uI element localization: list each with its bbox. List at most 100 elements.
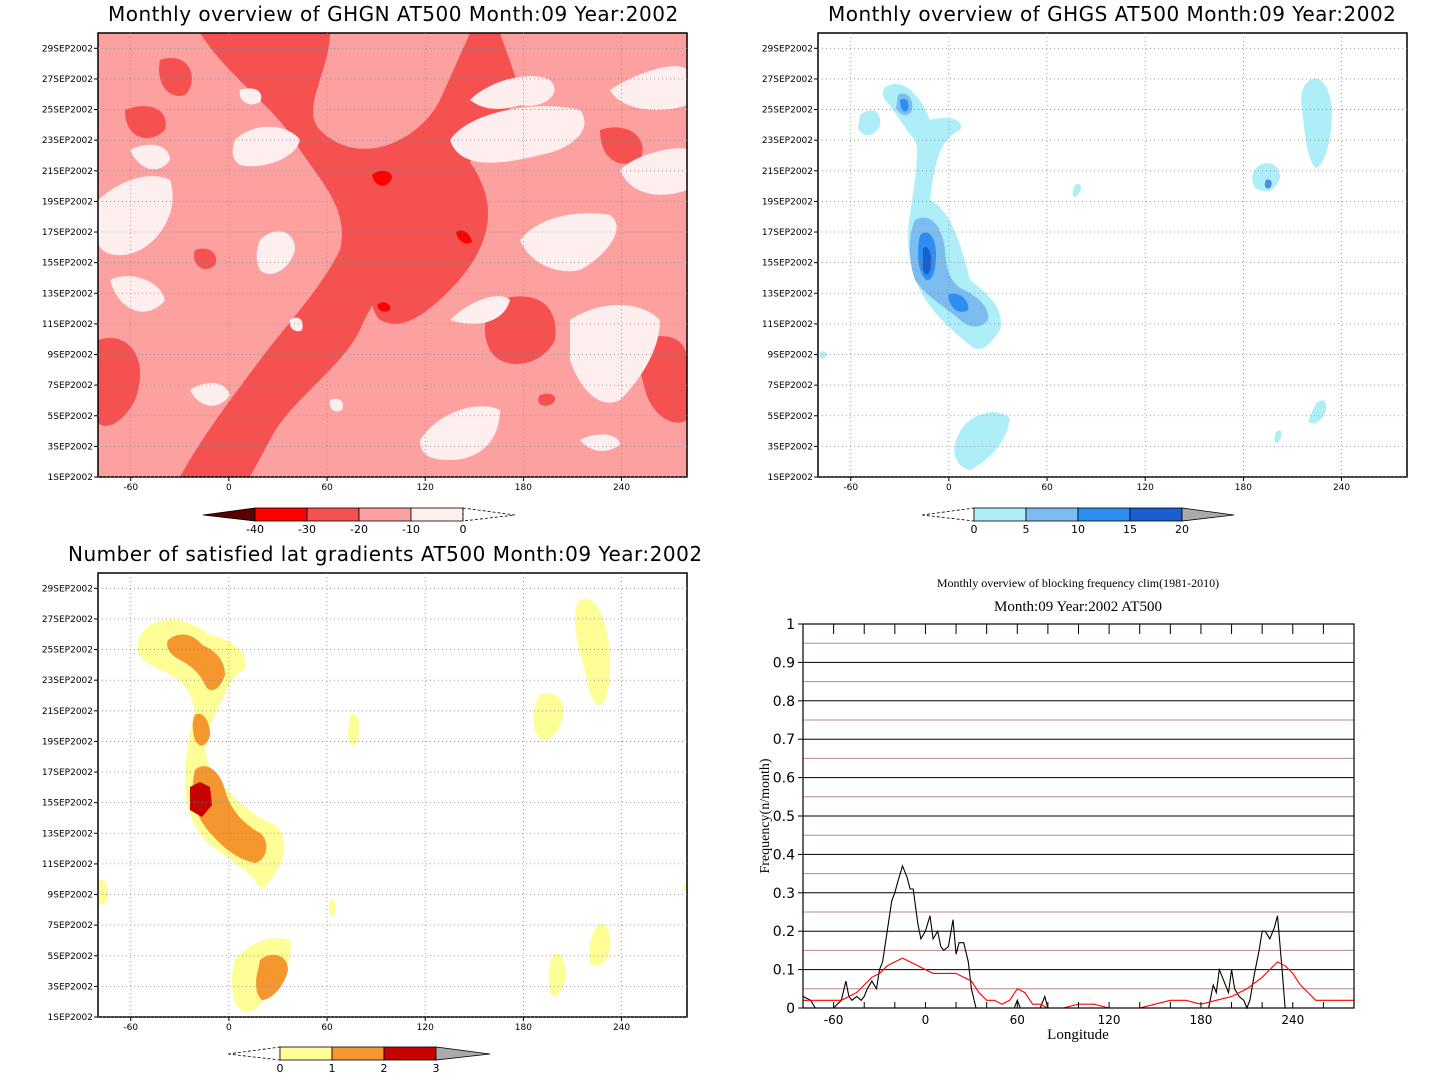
lon-tick-label: 180 bbox=[515, 1023, 532, 1033]
ghgn-map: 29SEP2002 27SEP2002 25SEP2002 23SEP2002 21SE… bbox=[42, 32, 688, 536]
x-tick-label: 0 bbox=[922, 1013, 930, 1027]
date-tick-label: 15SEP2002 bbox=[762, 259, 813, 269]
y-tick-label: 0.9 bbox=[773, 655, 795, 671]
date-tick-label: 1SEP2002 bbox=[768, 473, 813, 483]
x-tick-label: 60 bbox=[1010, 1013, 1025, 1027]
y-tick-label: 0.2 bbox=[773, 924, 795, 940]
date-tick-label: 19SEP2002 bbox=[42, 197, 93, 207]
date-tick-label: 15SEP2002 bbox=[42, 799, 93, 809]
ghgn-cb-tick: -10 bbox=[402, 523, 420, 536]
ghgs-cb-tick: 20 bbox=[1175, 523, 1189, 536]
date-tick-label: 29SEP2002 bbox=[762, 44, 813, 54]
panel-ghgs: Monthly overview of GHGS AT500 Month:09 … bbox=[720, 0, 1440, 545]
ghgs-colorbar: 0 5 10 15 20 bbox=[921, 507, 1235, 536]
date-tick-label: 17SEP2002 bbox=[42, 768, 93, 778]
lon-tick-label: 0 bbox=[946, 483, 952, 493]
date-tick-label: 25SEP2002 bbox=[762, 106, 813, 116]
y-tick-label: 0.1 bbox=[773, 963, 795, 979]
y-tick-label: 0.5 bbox=[773, 809, 795, 825]
date-tick-label: 13SEP2002 bbox=[42, 289, 93, 299]
ghgs-title: Monthly overview of GHGS AT500 Month:09 … bbox=[828, 2, 1397, 26]
panel-ghgn: Monthly overview of GHGN AT500 Month:09 … bbox=[0, 0, 720, 545]
date-tick-label: 7SEP2002 bbox=[48, 921, 93, 931]
date-tick-label: 23SEP2002 bbox=[42, 676, 93, 686]
lon-tick-label: 240 bbox=[613, 1023, 630, 1033]
lon-tick-label: -60 bbox=[843, 483, 858, 493]
lon-tick-label: 0 bbox=[226, 483, 232, 493]
date-tick-label: 27SEP2002 bbox=[42, 615, 93, 625]
chart-subtitle: Month:09 Year:2002 AT500 bbox=[994, 599, 1162, 615]
x-tick-label: 180 bbox=[1189, 1013, 1212, 1027]
date-tick-label: 5SEP2002 bbox=[48, 952, 93, 962]
date-tick-label: 3SEP2002 bbox=[48, 982, 93, 992]
y-tick-label: 0.6 bbox=[773, 771, 795, 787]
ghgs-cb-tick: 15 bbox=[1123, 523, 1137, 536]
date-tick-label: 25SEP2002 bbox=[42, 646, 93, 656]
date-tick-label: 29SEP2002 bbox=[42, 44, 93, 54]
date-tick-label: 3SEP2002 bbox=[768, 442, 813, 452]
date-tick-label: 17SEP2002 bbox=[762, 228, 813, 238]
gradients-cb-tick: 0 bbox=[277, 1062, 284, 1075]
date-tick-label: 23SEP2002 bbox=[762, 136, 813, 146]
ghgn-cb-tick: 0 bbox=[460, 523, 467, 536]
y-tick-label: 1 bbox=[786, 617, 795, 633]
x-tick-label: 240 bbox=[1281, 1013, 1304, 1027]
lon-tick-label: 60 bbox=[1041, 483, 1053, 493]
y-tick-label: 0.7 bbox=[773, 732, 795, 748]
date-tick-label: 1SEP2002 bbox=[48, 1013, 93, 1023]
date-tick-label: 19SEP2002 bbox=[42, 737, 93, 747]
date-tick-label: 27SEP2002 bbox=[762, 75, 813, 85]
date-tick-label: 21SEP2002 bbox=[42, 167, 93, 177]
date-tick-label: 25SEP2002 bbox=[42, 106, 93, 116]
lon-tick-label: 120 bbox=[1137, 483, 1154, 493]
ghgs-cb-tick: 10 bbox=[1071, 523, 1085, 536]
date-tick-label: 7SEP2002 bbox=[768, 381, 813, 391]
date-tick-label: 3SEP2002 bbox=[48, 442, 93, 452]
ghgn-cb-tick: -40 bbox=[246, 523, 264, 536]
panel-blocking-frequency: Monthly overview of blocking frequency c… bbox=[720, 545, 1440, 1091]
gradients-title: Number of satisfied lat gradients AT500 … bbox=[68, 542, 703, 566]
ghgn-title: Monthly overview of GHGN AT500 Month:09 … bbox=[108, 2, 679, 26]
date-tick-label: 19SEP2002 bbox=[762, 197, 813, 207]
lon-tick-label: 60 bbox=[321, 483, 333, 493]
date-tick-label: 21SEP2002 bbox=[762, 167, 813, 177]
date-tick-label: 9SEP2002 bbox=[48, 891, 93, 901]
gradients-map: 29SEP2002 27SEP2002 25SEP2002 23SEP2002 2 1SE… bbox=[42, 572, 688, 1075]
date-tick-label: 27SEP2002 bbox=[42, 75, 93, 85]
date-tick-label: 15SEP2002 bbox=[42, 259, 93, 269]
y-axis-label: Frequency(n/month) bbox=[758, 758, 773, 873]
date-tick-label: 7SEP2002 bbox=[48, 381, 93, 391]
date-tick-label: 17SEP2002 bbox=[42, 228, 93, 238]
lon-tick-label: 60 bbox=[321, 1023, 333, 1033]
x-tick-label: 120 bbox=[1098, 1013, 1121, 1027]
lon-tick-label: 120 bbox=[417, 1023, 434, 1033]
lon-tick-label: 0 bbox=[226, 1023, 232, 1033]
date-tick-label: 11SEP2002 bbox=[762, 320, 813, 330]
y-tick-label: 0.8 bbox=[773, 694, 795, 710]
ghgn-cb-tick: -20 bbox=[350, 523, 368, 536]
y-tick-label: 0 bbox=[786, 1001, 795, 1017]
series-line-0 bbox=[802, 864, 1354, 1010]
gradients-cb-tick: 2 bbox=[381, 1062, 388, 1075]
date-tick-label: 5SEP2002 bbox=[48, 412, 93, 422]
lon-tick-label: -60 bbox=[123, 483, 138, 493]
gradients-colorbar: 0 1 2 3 bbox=[227, 1046, 491, 1075]
ghgn-cb-tick: -30 bbox=[298, 523, 316, 536]
x-tick-label: -60 bbox=[824, 1013, 844, 1027]
ghgs-cb-tick: 5 bbox=[1023, 523, 1030, 536]
date-tick-label: 1SEP2002 bbox=[48, 473, 93, 483]
date-tick-label: 5SEP2002 bbox=[768, 412, 813, 422]
ghgn-colorbar: -40 -30 -20 -10 0 bbox=[202, 507, 516, 536]
lon-tick-label: -60 bbox=[123, 1023, 138, 1033]
lon-tick-label: 120 bbox=[417, 483, 434, 493]
lon-tick-label: 240 bbox=[1333, 483, 1350, 493]
date-tick-label: 11SEP2002 bbox=[42, 320, 93, 330]
blocking-frequency-chart: Monthly overview of blocking frequency c… bbox=[758, 576, 1355, 1043]
chart-title: Monthly overview of blocking frequency c… bbox=[937, 576, 1219, 590]
x-axis-label: Longitude bbox=[1047, 1027, 1109, 1043]
panel-gradients: Number of satisfied lat gradients AT500 … bbox=[0, 542, 720, 1091]
date-tick-label: 13SEP2002 bbox=[762, 289, 813, 299]
date-tick-label: 13SEP2002 bbox=[42, 829, 93, 839]
date-tick-label: 29SEP2002 bbox=[42, 584, 93, 594]
lon-tick-label: 240 bbox=[613, 483, 630, 493]
